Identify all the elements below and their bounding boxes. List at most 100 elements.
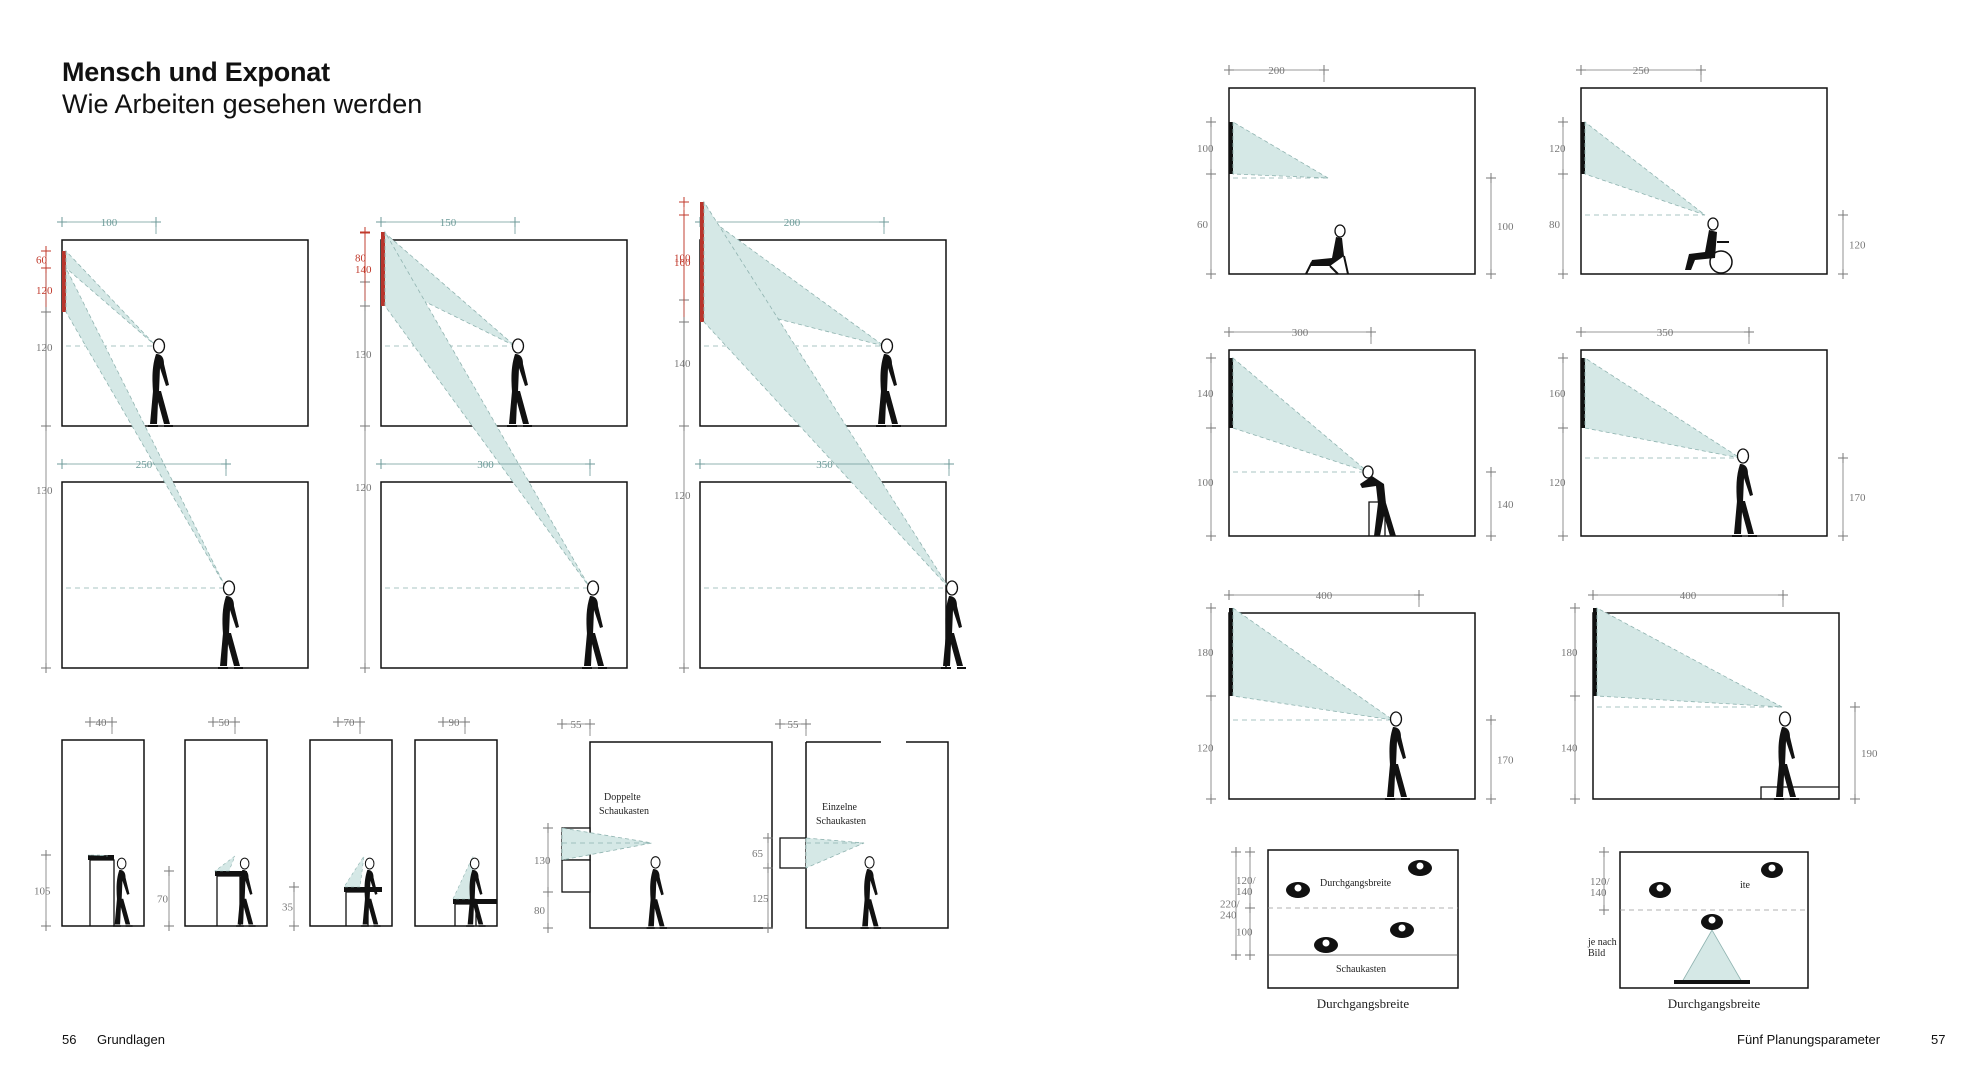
vitrine-view-cone bbox=[87, 854, 109, 857]
legs bbox=[1387, 764, 1407, 797]
view-cone bbox=[65, 249, 157, 347]
single-showcase bbox=[779, 837, 807, 869]
double-showcase-lower bbox=[561, 859, 591, 893]
showcase-room bbox=[805, 741, 949, 929]
torso bbox=[880, 354, 897, 392]
head bbox=[469, 857, 480, 870]
distance-dim-label: 400 bbox=[1680, 590, 1697, 602]
head bbox=[239, 857, 250, 870]
exhibit-artwork bbox=[381, 232, 385, 306]
legs bbox=[237, 898, 254, 925]
distance-dim-label: 100 bbox=[101, 217, 118, 229]
legs bbox=[1734, 501, 1754, 534]
exhibit-artwork bbox=[1581, 358, 1585, 428]
vitrine-height-dim-label: 35 bbox=[282, 902, 294, 914]
plan-note-label: je nach bbox=[1587, 937, 1617, 948]
showcase-label: Schaukasten bbox=[599, 806, 649, 817]
vitrine-width-dim-label: 40 bbox=[96, 717, 108, 729]
plan-visitor-head bbox=[1397, 923, 1407, 933]
showcase-dim-upper-label: 130 bbox=[534, 855, 551, 867]
exhibit-room bbox=[1580, 87, 1828, 275]
image-height-dim-label: 60 bbox=[36, 255, 48, 267]
showcase-dim-lower-label: 80 bbox=[534, 905, 546, 917]
plan-dim-bottom-label: 100 bbox=[1236, 927, 1253, 939]
image-height-dim-label: 80 bbox=[355, 253, 367, 265]
bending-visitor-figure bbox=[1360, 465, 1396, 536]
visitor-figure bbox=[507, 338, 532, 427]
vitrine-visitor-figure bbox=[236, 857, 256, 927]
image-height-dim-label: 120 bbox=[36, 285, 53, 297]
eye-height-dim-label: 100 bbox=[1497, 221, 1514, 233]
exhibit-artwork bbox=[62, 268, 66, 312]
legs bbox=[862, 899, 879, 927]
head bbox=[864, 856, 875, 869]
plan-visitor-head bbox=[1767, 863, 1777, 873]
showcase-view-cone bbox=[805, 837, 865, 869]
torso bbox=[1389, 727, 1406, 765]
visitor-figure bbox=[1732, 448, 1757, 537]
image-height-dim-label: 180 bbox=[1561, 647, 1578, 659]
vitrine-view-cone bbox=[214, 855, 236, 872]
vitrine-object bbox=[344, 887, 382, 892]
visitor-figure bbox=[148, 338, 173, 427]
plan-note-label: Bild bbox=[1588, 948, 1605, 959]
vitrine-visitor-figure bbox=[466, 857, 486, 927]
legs bbox=[878, 391, 898, 424]
visitor-figure bbox=[582, 580, 607, 669]
distance-dim-label: 350 bbox=[816, 459, 833, 471]
plan-dim-top-label: 120/ bbox=[1590, 876, 1611, 888]
distance-dim-label: 300 bbox=[477, 459, 494, 471]
torso bbox=[222, 596, 239, 634]
exhibit-room bbox=[61, 481, 309, 669]
legs bbox=[1776, 764, 1796, 797]
head bbox=[116, 857, 127, 870]
exhibit-room bbox=[699, 481, 947, 669]
torso bbox=[116, 869, 130, 900]
vitrine-object bbox=[88, 855, 114, 860]
plan-visitor-head bbox=[1415, 861, 1425, 871]
plan-dim-top-label: 140 bbox=[1236, 886, 1253, 898]
legs bbox=[114, 898, 131, 925]
view-cone bbox=[703, 200, 950, 589]
vitrine-room bbox=[414, 739, 498, 927]
head bbox=[586, 580, 600, 596]
showcase-room bbox=[589, 741, 773, 929]
head bbox=[222, 580, 236, 596]
legs bbox=[509, 391, 529, 424]
image-height-dim-label: 140 bbox=[355, 264, 372, 276]
exhibit-room bbox=[61, 239, 309, 427]
distance-dim-label: 250 bbox=[136, 459, 153, 471]
plan-caption: Durchgangsbreite bbox=[1668, 996, 1761, 1011]
vitrine-width-dim-label: 90 bbox=[449, 717, 461, 729]
eye-height-dim-label: 140 bbox=[1497, 499, 1514, 511]
exhibit-room bbox=[1592, 612, 1840, 800]
vitrine-plinth bbox=[89, 859, 115, 926]
plan-visitor-head bbox=[1707, 915, 1717, 925]
eye-height-dim-label: 140 bbox=[674, 358, 691, 370]
plan-room bbox=[1267, 849, 1459, 989]
eye-height-dim-label: 120 bbox=[36, 342, 53, 354]
showcase-label: Schaukasten bbox=[816, 816, 866, 827]
floor-height-dim-label: 120 bbox=[1549, 477, 1566, 489]
eye-height-dim-label: 130 bbox=[36, 485, 53, 497]
vitrine-visitor-figure bbox=[113, 857, 133, 927]
vitrine-height-dim-label: 70 bbox=[157, 894, 169, 906]
plan-dim-mid-label: 240 bbox=[1220, 910, 1237, 922]
plan-case-label: Schaukasten bbox=[1336, 964, 1386, 975]
torso bbox=[945, 596, 962, 634]
eye-height-dim-label: 120 bbox=[674, 490, 691, 502]
image-height-dim-label: 160 bbox=[1549, 388, 1566, 400]
distance-dim-label: 250 bbox=[1633, 65, 1650, 77]
view-cone bbox=[1584, 121, 1706, 216]
eye-height-dim-label: 170 bbox=[1497, 755, 1514, 767]
view-cone bbox=[65, 267, 227, 589]
torso bbox=[152, 354, 169, 392]
plan-passage-label: ite bbox=[1740, 880, 1751, 891]
head bbox=[511, 338, 525, 354]
visitor-figure bbox=[218, 580, 243, 669]
vitrine-width-dim-label: 70 bbox=[344, 717, 356, 729]
footer-right-page-number: 57 bbox=[1931, 1032, 1946, 1047]
showcase-dim-upper-label: 65 bbox=[752, 848, 764, 860]
torso bbox=[469, 869, 483, 900]
